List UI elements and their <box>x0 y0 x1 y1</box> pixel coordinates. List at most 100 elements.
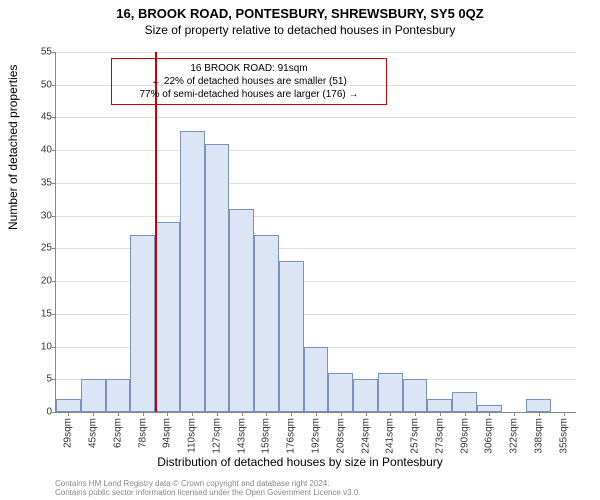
xtick-mark <box>341 412 342 416</box>
bar <box>526 399 551 412</box>
xtick-label: 306sqm <box>484 418 495 454</box>
bar <box>180 131 205 412</box>
ytick-label: 50 <box>41 79 52 90</box>
bar <box>328 373 353 412</box>
bar <box>229 209 254 412</box>
ytick-label: 30 <box>41 210 52 221</box>
bar <box>279 261 304 412</box>
ytick-label: 15 <box>41 308 52 319</box>
bar <box>427 399 452 412</box>
footer-line2: Contains public sector information licen… <box>55 488 361 498</box>
xtick-label: 127sqm <box>211 418 222 454</box>
xtick-mark <box>192 412 193 416</box>
ytick-label: 45 <box>41 112 52 123</box>
xtick-mark <box>465 412 466 416</box>
bar <box>254 235 279 412</box>
xtick-label: 290sqm <box>459 418 470 454</box>
xtick-label: 143sqm <box>236 418 247 454</box>
ytick-label: 35 <box>41 177 52 188</box>
xtick-label: 192sqm <box>311 418 322 454</box>
bar <box>205 144 230 412</box>
ytick-mark <box>52 52 56 53</box>
xtick-label: 338sqm <box>533 418 544 454</box>
ytick-label: 0 <box>46 407 52 418</box>
info-box-line3: 77% of semi-detached houses are larger (… <box>118 88 380 101</box>
page-title-line2: Size of property relative to detached ho… <box>0 21 600 37</box>
footer-attribution: Contains HM Land Registry data © Crown c… <box>55 479 361 498</box>
ytick-label: 40 <box>41 145 52 156</box>
bar <box>106 379 131 412</box>
ytick-mark <box>52 183 56 184</box>
ytick-mark <box>52 150 56 151</box>
bar <box>452 392 477 412</box>
page-title-line1: 16, BROOK ROAD, PONTESBURY, SHREWSBURY, … <box>0 0 600 21</box>
y-axis-label: Number of detached properties <box>6 65 20 230</box>
xtick-mark <box>143 412 144 416</box>
footer-line1: Contains HM Land Registry data © Crown c… <box>55 479 361 489</box>
gridline <box>56 52 576 53</box>
reference-line <box>155 52 157 412</box>
x-axis-label: Distribution of detached houses by size … <box>0 455 600 469</box>
xtick-label: 94sqm <box>162 418 173 448</box>
xtick-label: 176sqm <box>286 418 297 454</box>
ytick-label: 5 <box>46 374 52 385</box>
bar <box>130 235 155 412</box>
xtick-mark <box>242 412 243 416</box>
xtick-label: 355sqm <box>558 418 569 454</box>
xtick-mark <box>489 412 490 416</box>
ytick-mark <box>52 216 56 217</box>
xtick-mark <box>291 412 292 416</box>
gridline <box>56 216 576 217</box>
gridline <box>56 117 576 118</box>
ytick-mark <box>52 85 56 86</box>
xtick-mark <box>118 412 119 416</box>
xtick-mark <box>564 412 565 416</box>
ytick-mark <box>52 248 56 249</box>
info-box: 16 BROOK ROAD: 91sqm ← 22% of detached h… <box>111 58 387 105</box>
bar <box>155 222 180 412</box>
ytick-mark <box>52 412 56 413</box>
ytick-label: 25 <box>41 243 52 254</box>
xtick-mark <box>390 412 391 416</box>
bar <box>378 373 403 412</box>
bar <box>353 379 378 412</box>
ytick-mark <box>52 314 56 315</box>
info-box-line2: ← 22% of detached houses are smaller (51… <box>118 75 380 88</box>
xtick-label: 224sqm <box>360 418 371 454</box>
xtick-label: 62sqm <box>112 418 123 448</box>
ytick-mark <box>52 281 56 282</box>
xtick-mark <box>539 412 540 416</box>
gridline <box>56 150 576 151</box>
ytick-mark <box>52 347 56 348</box>
xtick-label: 110sqm <box>187 418 198 453</box>
xtick-mark <box>316 412 317 416</box>
xtick-mark <box>217 412 218 416</box>
gridline <box>56 183 576 184</box>
xtick-mark <box>167 412 168 416</box>
chart-plot-area: 051015202530354045505529sqm45sqm62sqm78s… <box>55 52 576 413</box>
bar <box>403 379 428 412</box>
xtick-label: 29sqm <box>63 418 74 448</box>
xtick-label: 159sqm <box>261 418 272 454</box>
xtick-mark <box>266 412 267 416</box>
xtick-label: 257sqm <box>410 418 421 454</box>
xtick-label: 273sqm <box>434 418 445 454</box>
xtick-mark <box>514 412 515 416</box>
ytick-mark <box>52 117 56 118</box>
ytick-label: 55 <box>41 47 52 58</box>
info-box-line1: 16 BROOK ROAD: 91sqm <box>118 62 380 75</box>
ytick-label: 20 <box>41 276 52 287</box>
bar <box>304 347 329 412</box>
xtick-mark <box>440 412 441 416</box>
xtick-label: 322sqm <box>509 418 520 454</box>
xtick-label: 241sqm <box>385 418 396 454</box>
xtick-label: 208sqm <box>335 418 346 454</box>
ytick-label: 10 <box>41 341 52 352</box>
xtick-mark <box>93 412 94 416</box>
xtick-label: 78sqm <box>137 418 148 448</box>
ytick-mark <box>52 379 56 380</box>
xtick-mark <box>366 412 367 416</box>
xtick-label: 45sqm <box>88 418 99 448</box>
bar <box>56 399 81 412</box>
xtick-mark <box>415 412 416 416</box>
